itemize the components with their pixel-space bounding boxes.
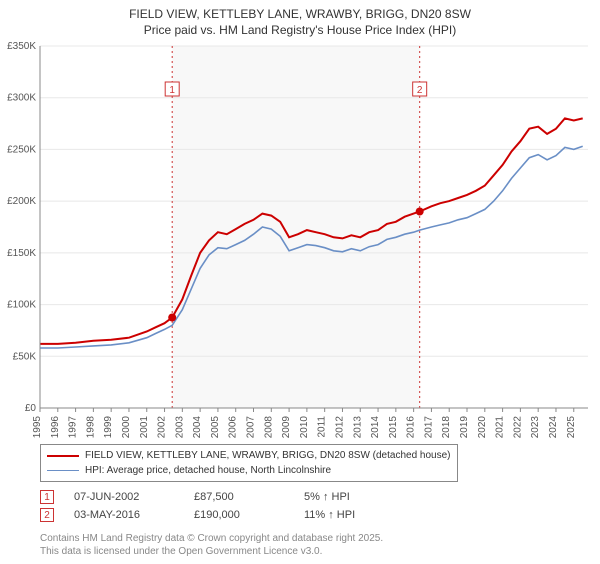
sale-point-date: 07-JUN-2002 [74, 491, 174, 503]
sale-point-row: 2 03-MAY-2016 £190,000 11% ↑ HPI [40, 508, 590, 522]
x-axis-label: 2020 [477, 416, 488, 439]
legend-area: FIELD VIEW, KETTLEBY LANE, WRAWBY, BRIGG… [0, 440, 600, 486]
legend-row: HPI: Average price, detached house, Nort… [47, 463, 451, 478]
x-axis-label: 1996 [50, 416, 61, 439]
x-axis-label: 2019 [459, 416, 470, 439]
sale-point-dot [416, 208, 424, 216]
x-axis-label: 2001 [139, 416, 150, 439]
y-axis-label: £0 [25, 403, 37, 414]
sale-point-price: £190,000 [194, 509, 284, 521]
sale-point-hpi: 11% ↑ HPI [304, 509, 404, 521]
x-axis-label: 2025 [566, 416, 577, 439]
x-axis-label: 2000 [121, 416, 132, 439]
sale-point-price: £87,500 [194, 491, 284, 503]
x-axis-label: 1999 [103, 416, 114, 439]
x-axis-label: 2008 [263, 416, 274, 439]
sale-point-dot [168, 314, 176, 322]
x-axis-label: 2010 [299, 416, 310, 439]
x-axis-label: 2022 [512, 416, 523, 439]
x-axis-label: 2004 [192, 416, 203, 439]
x-axis-label: 2005 [210, 416, 221, 439]
legend-label: HPI: Average price, detached house, Nort… [85, 463, 331, 478]
chart-svg: £0 £50K £100K £150K £200K £250K £300K £350K 1995… [0, 40, 600, 440]
legend-swatch [47, 455, 79, 457]
x-axis-label: 1998 [85, 416, 96, 439]
x-axis-label: 2017 [423, 416, 434, 439]
x-axis-label: 2016 [406, 416, 417, 439]
y-axis-label: £150K [7, 248, 36, 259]
y-axis-label: £100K [7, 300, 36, 311]
chart-plot-area: £0 £50K £100K £150K £200K £250K £300K £350K 1995… [0, 40, 600, 440]
x-axis-label: 2024 [548, 416, 559, 439]
sale-point-row: 1 07-JUN-2002 £87,500 5% ↑ HPI [40, 490, 590, 504]
legend-box: FIELD VIEW, KETTLEBY LANE, WRAWBY, BRIGG… [40, 444, 458, 482]
x-axis-label: 2009 [281, 416, 292, 439]
x-axis-label: 1997 [68, 416, 79, 439]
x-axis-label: 2015 [388, 416, 399, 439]
license-text: Contains HM Land Registry data © Crown c… [0, 528, 600, 564]
legend-label: FIELD VIEW, KETTLEBY LANE, WRAWBY, BRIGG… [85, 448, 451, 463]
y-axis-label: £250K [7, 145, 36, 156]
sale-points-table: 1 07-JUN-2002 £87,500 5% ↑ HPI 2 03-MAY-2016 £… [0, 486, 600, 528]
x-axis-label: 2003 [174, 416, 185, 439]
x-axis-label: 2011 [317, 416, 328, 438]
sale-point-marker: 2 [40, 508, 54, 522]
chart-container: FIELD VIEW, KETTLEBY LANE, WRAWBY, BRIGG… [0, 0, 600, 560]
y-axis-label: £300K [7, 93, 36, 104]
x-axis-label: 2021 [495, 416, 506, 439]
y-axis-label: £50K [13, 352, 37, 363]
sale-point-date: 03-MAY-2016 [74, 509, 174, 521]
y-axis-label: £350K [7, 41, 36, 52]
x-axis-label: 2012 [334, 416, 345, 439]
legend-swatch [47, 470, 79, 471]
marker-label-text: 2 [417, 85, 423, 96]
x-axis-label: 1995 [32, 416, 43, 439]
x-axis-label: 2013 [352, 416, 363, 439]
sale-point-hpi: 5% ↑ HPI [304, 491, 404, 503]
x-axis-label: 2018 [441, 416, 452, 439]
marker-label-text: 1 [169, 85, 175, 96]
x-axis-label: 2006 [228, 416, 239, 439]
y-axis-label: £200K [7, 197, 36, 208]
title-line1: FIELD VIEW, KETTLEBY LANE, WRAWBY, BRIGG… [10, 6, 590, 22]
license-line1: Contains HM Land Registry data © Crown c… [40, 532, 590, 545]
title-line2: Price paid vs. HM Land Registry's House … [10, 22, 590, 38]
x-axis-label: 2014 [370, 416, 381, 439]
x-axis-label: 2002 [157, 416, 168, 439]
license-line2: This data is licensed under the Open Gov… [40, 545, 590, 558]
x-axis-label: 2023 [530, 416, 541, 439]
sale-point-marker: 1 [40, 490, 54, 504]
legend-row: FIELD VIEW, KETTLEBY LANE, WRAWBY, BRIGG… [47, 448, 451, 463]
x-axis-label: 2007 [246, 416, 257, 439]
chart-title-block: FIELD VIEW, KETTLEBY LANE, WRAWBY, BRIGG… [0, 0, 600, 40]
